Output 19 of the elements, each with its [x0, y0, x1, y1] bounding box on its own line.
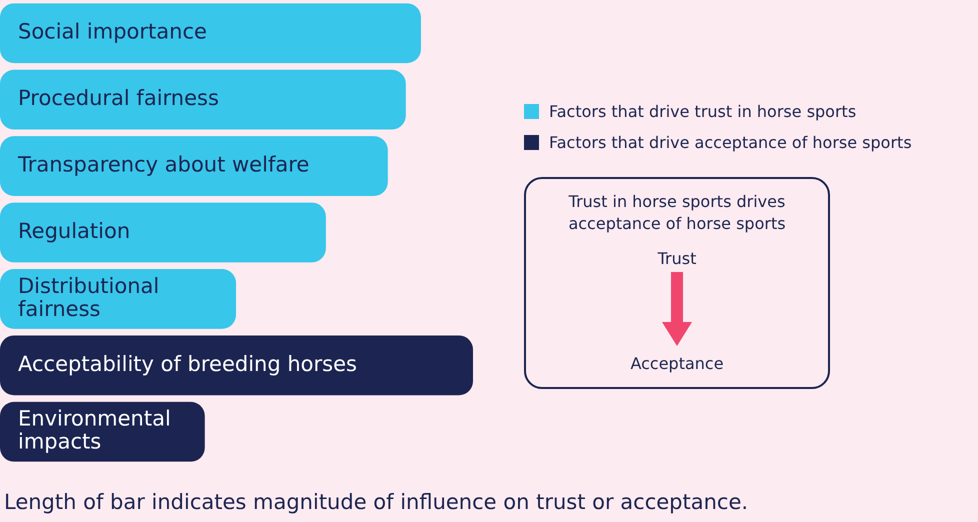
text: Trust in horse sports drives acceptance of horse sports [567, 191, 787, 235]
y-tick-label: Social importance [18, 20, 207, 44]
y-tick-label: Regulation [18, 218, 130, 243]
bar [0, 3, 421, 64]
annotation: Length of bar indicates magnitude of influence on trust or acceptance. [4, 490, 748, 514]
y-tick-label: Transparency about welfare [17, 152, 310, 177]
text: Acceptance [629, 354, 725, 373]
legend-label: Factors that drive acceptance of horse sports [549, 133, 912, 152]
bar [0, 202, 326, 262]
bar [0, 136, 388, 196]
bar [0, 335, 473, 396]
y-tick-label: Acceptability of breeding horses [18, 352, 357, 376]
y-tick-label: Distributional fairness [18, 274, 160, 321]
text: Trust [656, 249, 698, 268]
y-tick-label: Procedural fairness [18, 86, 219, 110]
bar [0, 70, 406, 130]
legend-label: Factors that drive trust in horse sports [549, 102, 856, 121]
bar [0, 269, 236, 329]
y-tick-label: Environmental impacts [18, 406, 171, 454]
